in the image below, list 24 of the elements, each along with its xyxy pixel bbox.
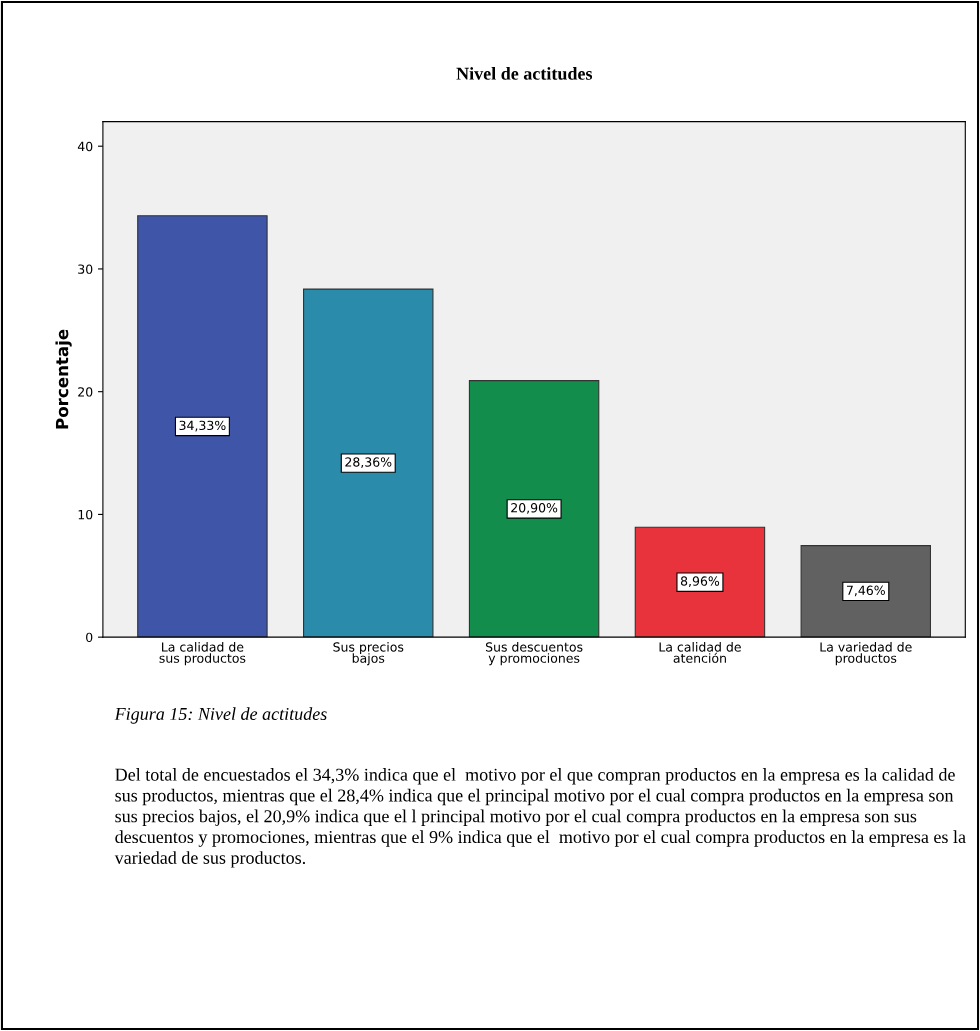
bar: [137, 215, 268, 638]
y-axis-title: Porcentaje: [55, 329, 72, 429]
y-tick-label: 30: [78, 264, 93, 274]
bar: [634, 526, 766, 638]
bar: [303, 288, 434, 638]
data-label: 8,96%: [680, 576, 720, 588]
y-tick-label: 20: [78, 387, 93, 397]
text: Del total de encuestados el 34,3% indica que el motivo por el que compran productos en la empresa es la calidad de sus productos, mientras que el 28,4% indica que el principal motivo por el cual compra productos en la empresa son sus precios bajos, el 20,9% indica que el l principal motivo por el cual compra productos en la empresa son sus descuentos y promociones, mientras que el 9% indica que el motivo por el cual compra productos en la empresa es la variedad de sus productos.: [114, 768, 966, 868]
text: Figura 15: Nivel de actitudes: [114, 707, 327, 724]
y-tick-label: 0: [86, 632, 93, 643]
x-tick-label: Sus precios bajos: [333, 642, 404, 666]
chart-title: Nivel de actitudes: [456, 67, 593, 80]
x-tick-label: La calidad de sus productos: [159, 642, 246, 666]
x-tick-label: La calidad de atención: [659, 642, 741, 663]
y-tick-label: 10: [78, 509, 93, 520]
data-label: 28,36%: [345, 457, 392, 469]
bar: [800, 545, 932, 638]
bar: [468, 380, 600, 638]
data-label: 7,46%: [846, 585, 885, 597]
data-label: 20,90%: [511, 503, 558, 514]
y-tick-label: 40: [77, 141, 93, 152]
data-label: 34,33%: [179, 420, 226, 432]
x-tick-label: La variedad de productos: [820, 642, 912, 666]
x-tick-label: Sus descuentos y promociones: [485, 642, 583, 666]
